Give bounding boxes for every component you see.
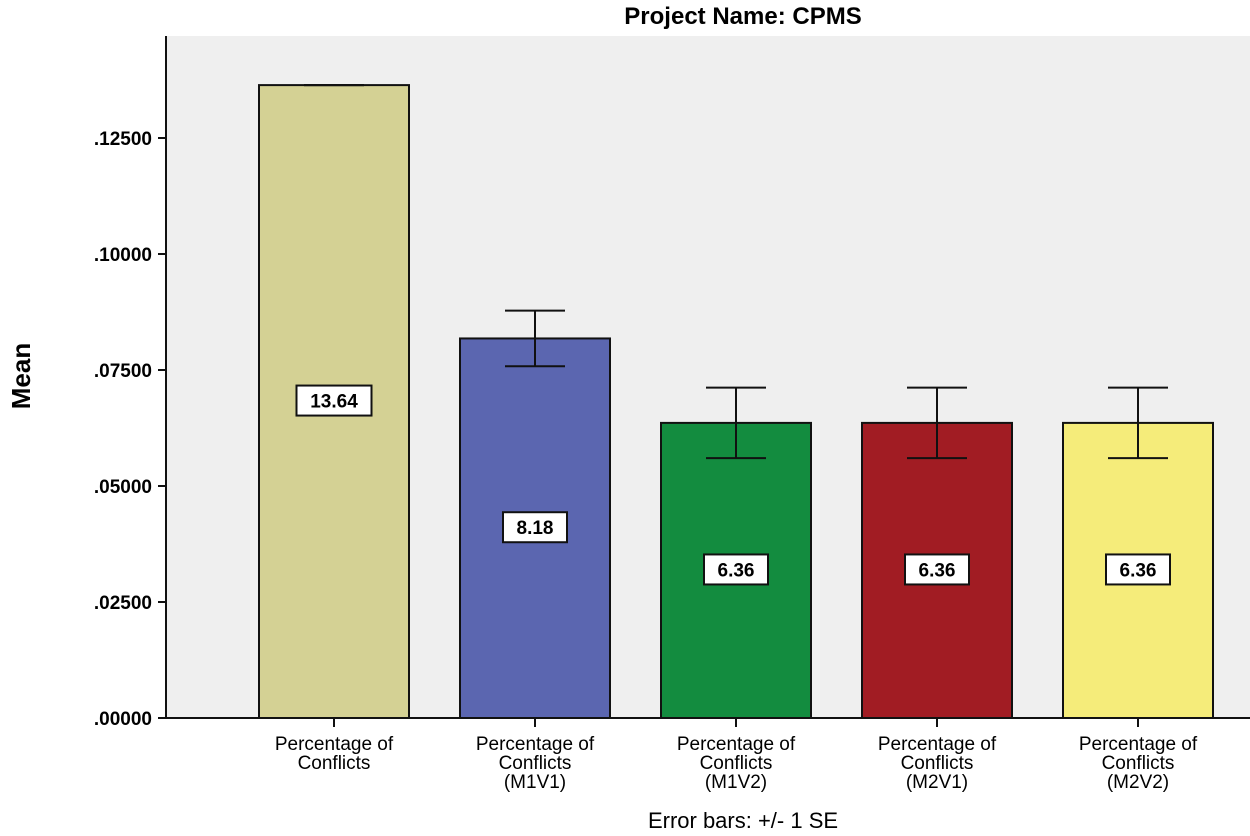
data-labels-group: 13.64 8.18 6.36 6.36 6.36 bbox=[295, 384, 1171, 586]
x-tick-label-line: Percentage of bbox=[476, 734, 595, 755]
y-axis: .00000 .02500 .05000 .07500 .10000 .12500 bbox=[94, 36, 167, 730]
x-tick-label: Percentage of Conflicts (M1V1) bbox=[476, 734, 595, 793]
x-tick-label-line: Conflicts bbox=[700, 753, 773, 774]
chart-title: Project Name: CPMS bbox=[624, 3, 861, 30]
x-tick-label: Percentage of Conflicts (M2V1) bbox=[878, 734, 997, 793]
y-tick-label: .00000 bbox=[94, 709, 152, 730]
data-label-box bbox=[904, 553, 970, 586]
y-axis-label: Mean bbox=[6, 343, 36, 409]
data-label-box bbox=[295, 384, 373, 417]
data-label-box bbox=[1105, 553, 1171, 586]
x-tick-label-line: Conflicts bbox=[298, 753, 371, 774]
x-axis-label: Error bars: +/- 1 SE bbox=[648, 808, 838, 833]
x-tick-label: Percentage of Conflicts (M1V2) bbox=[677, 734, 796, 793]
data-label-text: 6.36 bbox=[718, 560, 755, 581]
x-tick-label: Percentage of Conflicts (M2V2) bbox=[1079, 734, 1198, 793]
data-label-text: 6.36 bbox=[919, 560, 956, 581]
x-tick-label-line: Conflicts bbox=[1102, 753, 1175, 774]
y-tick-label: .02500 bbox=[94, 593, 152, 614]
y-tick-label: .07500 bbox=[94, 361, 152, 382]
data-label-box bbox=[703, 553, 769, 586]
x-tick-label-line: (M1V2) bbox=[705, 772, 767, 793]
x-tick-label-line: Percentage of bbox=[677, 734, 796, 755]
x-tick-label-line: Conflicts bbox=[499, 753, 572, 774]
error-bar-5 bbox=[1108, 386, 1168, 460]
error-bar-3 bbox=[706, 386, 766, 460]
x-tick-label-line: (M2V1) bbox=[906, 772, 968, 793]
x-tick-label-line: (M1V1) bbox=[504, 772, 566, 793]
x-tick-label-line: Percentage of bbox=[1079, 734, 1198, 755]
error-bar-2 bbox=[505, 309, 565, 368]
data-label-4: 6.36 bbox=[904, 553, 970, 586]
data-label-text: 13.64 bbox=[310, 392, 358, 413]
y-tick-label: .10000 bbox=[94, 245, 152, 266]
data-label-1: 13.64 bbox=[295, 384, 373, 417]
data-label-text: 8.18 bbox=[517, 518, 554, 539]
x-tick-label: Percentage of Conflicts bbox=[275, 734, 394, 774]
data-label-box bbox=[502, 511, 568, 544]
data-label-3: 6.36 bbox=[703, 553, 769, 586]
error-bar-4 bbox=[907, 386, 967, 460]
x-tick-label-line: Percentage of bbox=[275, 734, 394, 755]
data-label-5: 6.36 bbox=[1105, 553, 1171, 586]
x-tick-label-line: Percentage of bbox=[878, 734, 997, 755]
x-tick-label-line: Conflicts bbox=[901, 753, 974, 774]
y-tick-label: .05000 bbox=[94, 477, 152, 498]
x-tick-label-line: (M2V2) bbox=[1107, 772, 1169, 793]
error-bars-group bbox=[304, 84, 1168, 460]
data-label-2: 8.18 bbox=[502, 511, 568, 544]
data-label-text: 6.36 bbox=[1120, 560, 1157, 581]
y-tick-label: .12500 bbox=[94, 129, 152, 150]
